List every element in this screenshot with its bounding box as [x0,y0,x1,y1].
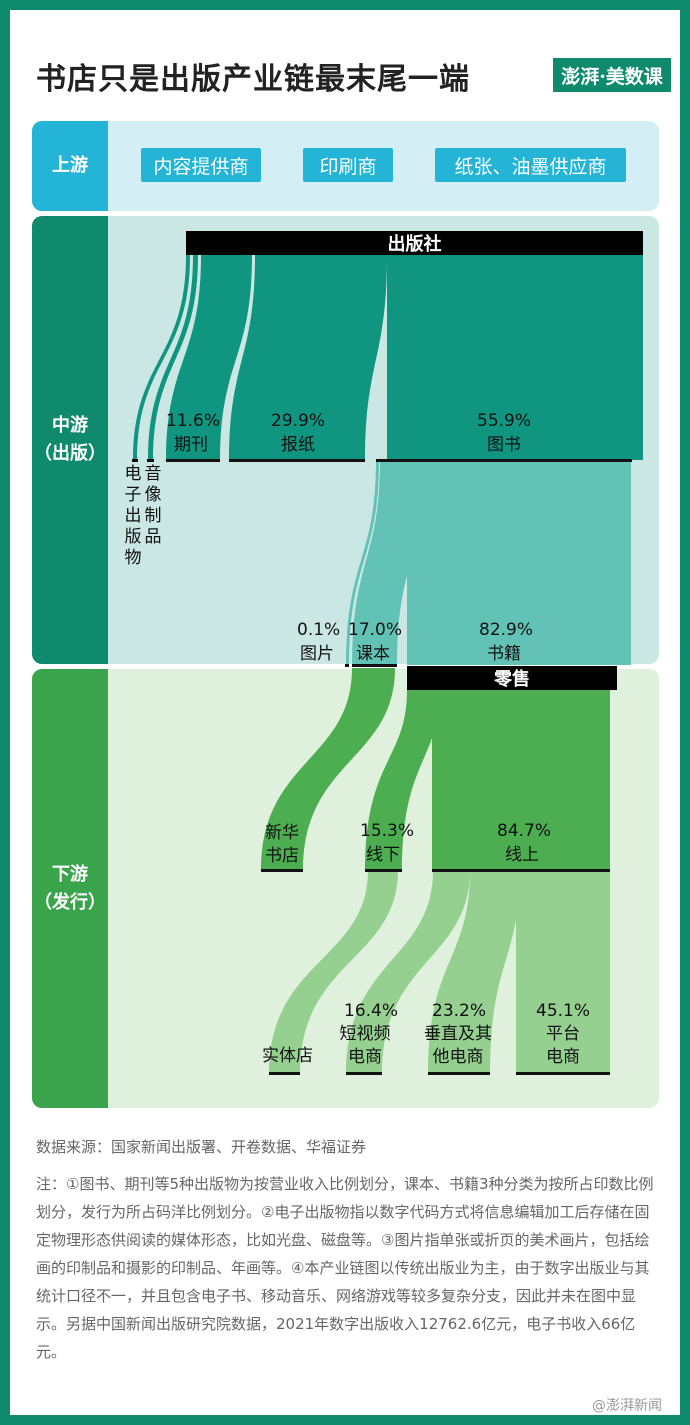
bar-av [147,459,154,462]
bar-vertical [428,1072,490,1075]
flow-books-to-pictures [346,460,379,665]
label-xinhua: 新华书店 [265,823,299,866]
downstream-label-line1: 下游 [52,863,88,885]
page-title: 书店只是出版产业链最末尾一端 [36,62,470,97]
label-textbooks: 课本 [356,644,390,664]
flow-publisher-to-newspapers [229,255,387,460]
share-offline: 15.3% [360,821,415,841]
label-books: 图书 [487,435,521,455]
flow-online-to-platform [516,870,610,1073]
bar-physical [269,1072,300,1075]
downstream-label-line2: （发行） [34,891,106,913]
upstream-label-text: 上游 [52,155,88,176]
flow-online-to-vertical [428,870,520,1073]
upstream-item-printer: 印刷商 [303,148,393,182]
label-periodicals: 期刊 [174,435,208,455]
flow-retail-to-online [432,690,610,870]
share-pictures: 0.1% [297,620,341,640]
share-shortvideo: 16.4% [344,1001,399,1021]
bar-pictures [345,664,349,667]
midstream-label-line1: 中游 [52,415,88,436]
share-newspapers: 29.9% [271,411,326,431]
share-periodicals: 11.6% [166,411,221,431]
retail-bar: 零售 [407,666,617,690]
bar-periodicals [166,459,220,462]
share-vertical: 23.2% [432,1001,487,1021]
label-ebooks: 电子出版物 [124,464,142,568]
data-source: 数据来源：国家新闻出版署、开卷数据、华福证券 [36,1138,367,1156]
brand-logo: 澎湃·美数课 [553,58,671,92]
flow-offline-to-physical [269,870,398,1073]
label-offline: 线下 [366,845,400,865]
flow-publisher-to-books [387,255,643,460]
flow-online-to-shortvideo [346,870,470,1073]
bar-xinhua [261,869,303,872]
label-online: 线上 [505,845,539,865]
flow-publisher-to-av [148,255,198,460]
flow-books-to-textbooks [352,460,425,665]
flow-publisher-to-periodicals [166,255,252,460]
bar-ebooks [132,459,138,462]
bar-platform [516,1072,610,1075]
share-books: 55.9% [477,411,532,431]
publisher-bar: 出版社 [186,231,643,255]
midstream-label: 中游 （出版） [32,216,108,664]
downstream-label: 下游 （发行） [32,669,108,1108]
flow-retail-to-offline [365,690,440,870]
bar-online [432,869,610,872]
bar-newspapers [229,459,365,462]
label-physical-store: 实体店 [262,1046,313,1066]
share-general-books: 82.9% [479,620,534,640]
flow-books-to-general [407,460,631,665]
label-vertical: 垂直及其他电商 [424,1024,492,1067]
label-av: 音像制品 [144,464,162,547]
label-general-books: 书籍 [487,644,521,664]
bar-shortvideo [346,1072,382,1075]
share-online: 84.7% [497,821,552,841]
flow-publisher-to-ebooks [133,255,190,460]
label-newspapers: 报纸 [281,435,315,455]
upstream-label: 上游 [32,121,108,211]
watermark: @澎湃新闻 [592,1398,662,1414]
share-textbooks: 17.0% [348,620,403,640]
upstream-item-content: 内容提供商 [141,148,261,182]
share-platform: 45.1% [536,1001,591,1021]
label-pictures: 图片 [300,644,334,664]
label-platform: 平台电商 [546,1024,580,1067]
bar-textbooks [352,664,397,667]
footnote: 注：①图书、期刊等5种出版物为按营业收入比例划分，课本、书籍3种分类为按所占印数… [36,1175,654,1361]
bar-offline [365,869,402,872]
label-shortvideo: 短视频电商 [339,1024,391,1067]
flow-textbooks-to-xinhua [261,668,395,870]
midstream-label-line2: （出版） [34,443,106,464]
upstream-item-paper: 纸张、油墨供应商 [435,148,626,182]
bar-books [376,459,632,462]
